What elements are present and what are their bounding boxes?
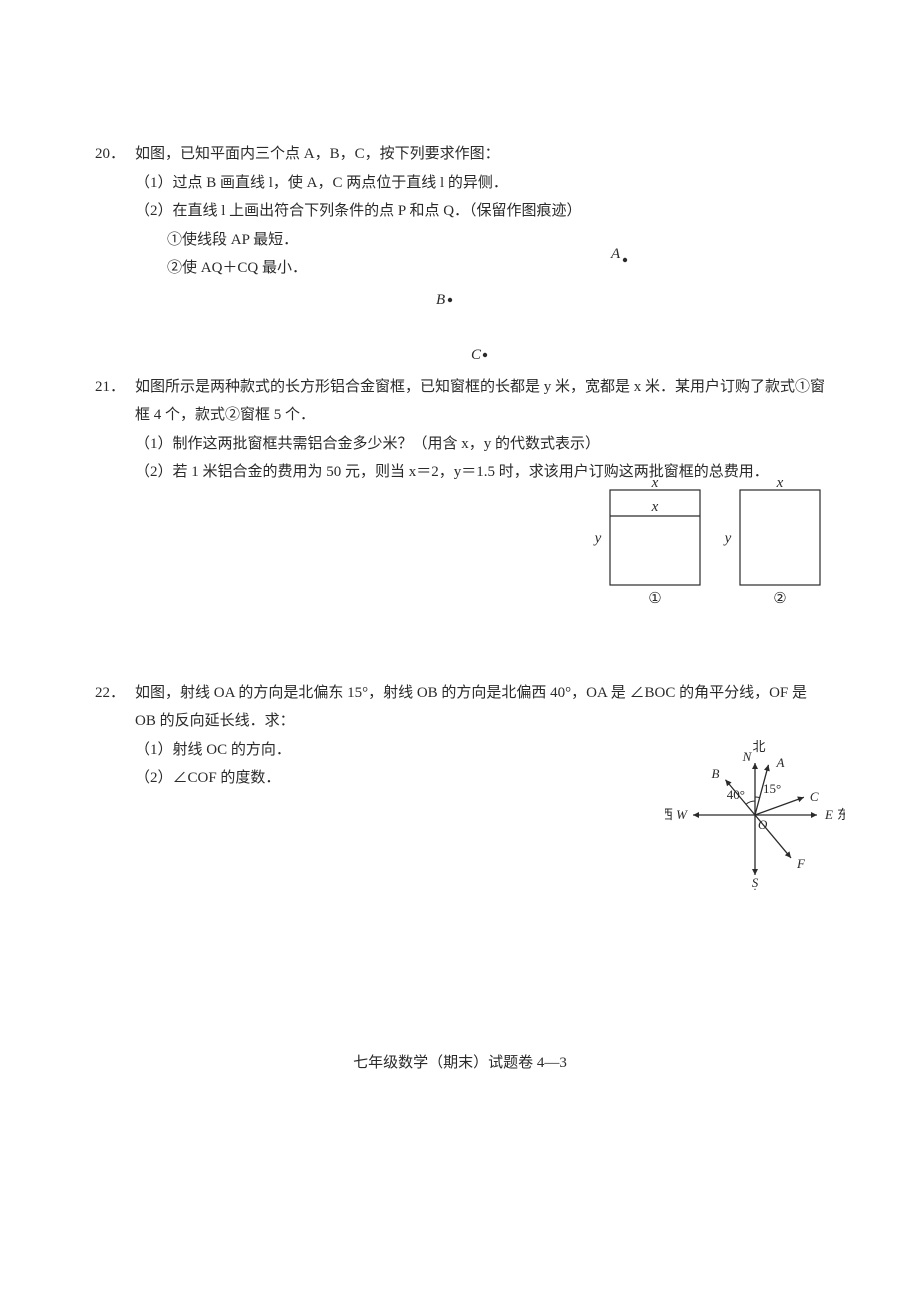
problem-sub1: （1）过点 B 画直线 l，使 A，C 两点位于直线 l 的异侧． [95,169,825,198]
page-content: 20． 如图，已知平面内三个点 A，B，C，按下列要求作图： （1）过点 B 画… [0,0,920,1302]
problem-stem: 如图，射线 OA 的方向是北偏东 15°，射线 OB 的方向是北偏西 40°，O… [135,679,825,736]
svg-text:x: x [651,480,659,491]
problem-stem: 如图所示是两种款式的长方形铝合金窗框，已知窗框的长都是 y 米，宽都是 x 米．… [135,373,825,430]
svg-text:A: A [775,755,784,770]
svg-text:北: 北 [752,739,765,754]
problem-sub2: （2）在直线 l 上画出符合下列条件的点 P 和点 Q．（保留作图痕迹） [95,197,825,226]
svg-text:x: x [776,480,784,491]
page-footer: 七年级数学（期末）试题卷 4—3 [0,1051,920,1072]
svg-text:西: 西 [665,807,673,822]
figure-22-compass: N北S南E东西WABCFO15°40° [665,735,845,890]
problem-number: 22． [95,679,135,708]
svg-text:东: 东 [837,807,845,822]
svg-text:y: y [593,531,602,547]
svg-text:南: 南 [748,888,761,890]
svg-text:F: F [796,856,806,871]
svg-text:②: ② [773,591,786,607]
problem-number: 21． [95,373,135,402]
svg-text:B: B [436,292,445,308]
svg-text:B: B [711,766,719,781]
figure-21-windows: xxy①xy② [580,480,840,610]
svg-text:15°: 15° [763,781,781,796]
svg-text:O: O [758,817,768,832]
problem-stem: 如图，已知平面内三个点 A，B，C，按下列要求作图： [135,140,825,169]
svg-text:①: ① [648,591,661,607]
svg-text:A: A [610,246,621,262]
svg-text:C: C [471,347,482,363]
svg-text:C: C [810,789,819,804]
svg-text:E: E [824,807,833,822]
svg-text:x: x [651,499,659,515]
svg-text:N: N [742,749,753,764]
problem-sub1: （1）制作这两批窗框共需铝合金多少米？（用含 x，y 的代数式表示） [95,430,825,459]
svg-text:y: y [723,531,732,547]
svg-text:W: W [676,807,688,822]
svg-text:40°: 40° [727,787,745,802]
figure-20-points: A B C [380,240,720,380]
problem-number: 20． [95,140,135,169]
